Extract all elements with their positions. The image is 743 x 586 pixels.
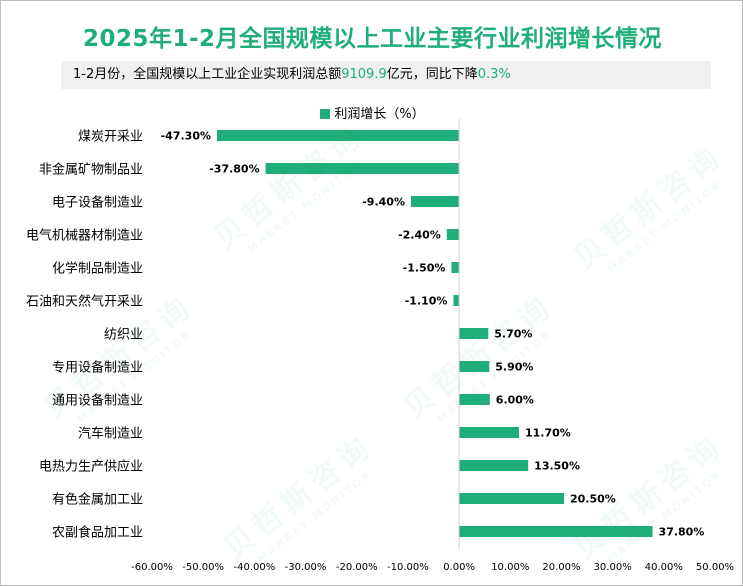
legend-label: 利润增长（%） [334,107,425,122]
category-label: 石油和天然气开采业 [26,294,143,310]
chart-title: 2025年1-2月全国规模以上工业主要行业利润增长情况 [82,26,663,52]
bar [459,427,519,438]
category-label: 纺织业 [104,328,143,343]
x-tick-label: 30.00% [594,562,632,573]
subtitle-amount: 9109.9 [341,67,387,82]
bar [459,460,529,471]
x-tick-label: -10.00% [387,562,429,573]
bar [451,262,460,273]
data-label: 37.80% [659,526,705,539]
category-label: 农副食品加工业 [52,525,143,541]
bar [459,328,489,339]
data-label: -37.80% [209,163,259,176]
legend: 利润增长（%） [1,103,742,122]
subtitle-change: 0.3% [477,67,511,82]
category-label: 煤炭开采业 [78,130,143,145]
x-tick-label: 0.00% [443,562,475,573]
category-label: 电气机械器材制造业 [26,228,143,244]
x-tick-label: -40.00% [233,562,275,573]
data-label: 11.70% [525,427,571,440]
bar [265,163,460,174]
x-tick-label: 10.00% [491,562,529,573]
x-tick-label: 20.00% [542,562,580,573]
data-label: -9.40% [362,196,405,209]
data-label: 13.50% [534,460,580,473]
bar [459,394,490,405]
category-label: 非金属矿物制品业 [39,162,143,178]
x-tick-label: 50.00% [696,562,734,573]
subtitle-middle: 亿元，同比下降 [386,67,478,82]
category-label: 有色金属加工业 [52,492,143,508]
category-label: 汽车制造业 [78,426,143,442]
subtitle-prefix: 1-2月份，全国规模以上工业企业实现利润总额 [73,67,342,82]
data-label: -1.50% [403,262,446,275]
bar [446,229,460,240]
data-label: -2.40% [398,229,441,242]
bar [410,196,460,207]
subtitle-banner: 1-2月份，全国规模以上工业企业实现利润总额9109.9亿元，同比下降0.3% [61,61,711,89]
bar [459,493,565,504]
legend-swatch [320,109,331,119]
bar [459,361,490,372]
category-label: 化学制品制造业 [52,261,143,277]
bar [453,295,460,306]
data-label: 20.50% [570,493,616,506]
data-label: 5.70% [494,328,532,341]
data-label: -1.10% [405,295,448,308]
data-label: -47.30% [161,130,211,143]
category-label: 电热力生产供应业 [39,459,143,475]
x-tick-label: 40.00% [645,562,683,573]
data-label: 6.00% [496,394,534,407]
x-tick-label: -50.00% [182,562,224,573]
category-label: 电子设备制造业 [52,195,143,211]
x-tick-label: -60.00% [131,562,173,573]
category-label: 通用设备制造业 [52,393,143,409]
x-tick-label: -20.00% [336,562,378,573]
x-tick-label: -30.00% [285,562,327,573]
bar [459,526,653,537]
category-label: 专用设备制造业 [52,360,143,376]
data-label: 5.90% [495,361,533,374]
bar [217,130,460,141]
